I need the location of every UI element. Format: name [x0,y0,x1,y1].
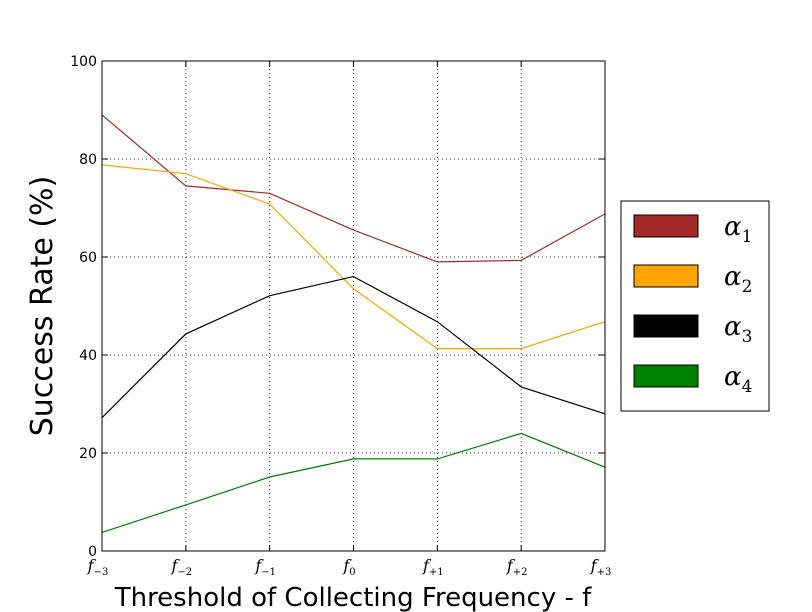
x-tick-label-main: f [342,556,352,575]
x-tick-label: f0 [342,556,355,578]
y-tick-label: 60 [79,250,97,266]
x-tick-label-main: f [254,556,264,575]
x-axis-title: Threshold of Collecting Frequency - f [114,583,592,612]
legend-swatch-alpha3 [633,314,699,338]
legend-label-subscript: 2 [742,277,753,297]
legend-label-subscript: 1 [742,227,753,247]
legend-label-main: α [724,362,742,392]
legend-label-main: α [724,312,742,342]
series-line-alpha2 [101,164,606,350]
legend-swatch-alpha4 [633,364,699,388]
y-tick-label: 100 [70,54,97,70]
x-tick-label-subscript: +1 [429,567,444,578]
series-line-alpha1 [101,114,606,263]
legend-label-main: α [724,212,742,242]
x-tick-label-main: f [170,556,180,575]
y-tick-label: 80 [79,152,97,168]
legend-label-alpha4: α4 [724,362,752,397]
legend-label-subscript: 3 [742,327,753,347]
x-tick-label: f+2 [506,556,528,578]
x-tick-label-main: f [506,556,516,575]
x-tick-label-subscript: 0 [349,567,355,578]
x-tick-label-subscript: −1 [261,567,276,578]
y-tick-labels: 0 20 40 60 80 100 [70,54,97,560]
x-tick-label: f−3 [87,556,109,578]
y-axis-title: Success Rate (%) [25,176,60,437]
x-tick-label-subscript: +2 [513,567,528,578]
legend-label-subscript: 4 [742,377,753,397]
axis-ticks [101,60,606,552]
x-tick-label: f+1 [422,556,444,578]
x-tick-label-main: f [422,556,432,575]
legend-swatch-alpha1 [633,214,699,238]
legend-label-alpha2: α2 [724,262,752,297]
series-lines [101,114,606,533]
x-tick-label-main: f [590,556,600,575]
series-line-alpha4 [101,432,606,533]
x-tick-label-subscript: −3 [94,567,109,578]
x-tick-labels: f−3 f−2 f−1 f0 f+1 f+2 f+3 [87,556,612,578]
x-tick-label-main: f [87,556,97,575]
x-tick-label: f−2 [170,556,192,578]
y-tick-label: 0 [88,544,97,560]
x-tick-label: f−1 [254,556,276,578]
grid-lines [102,61,605,551]
x-tick-label-subscript: −2 [177,567,192,578]
legend-label-main: α [724,262,742,292]
legend-swatch-alpha2 [633,264,699,288]
y-tick-label: 40 [79,348,97,364]
legend-label-alpha3: α3 [724,312,752,347]
y-tick-label: 20 [79,446,97,462]
legend-label-alpha1: α1 [724,212,752,247]
x-tick-label-subscript: +3 [597,567,612,578]
series-line-alpha3 [101,275,606,419]
x-tick-label: f+3 [590,556,612,578]
